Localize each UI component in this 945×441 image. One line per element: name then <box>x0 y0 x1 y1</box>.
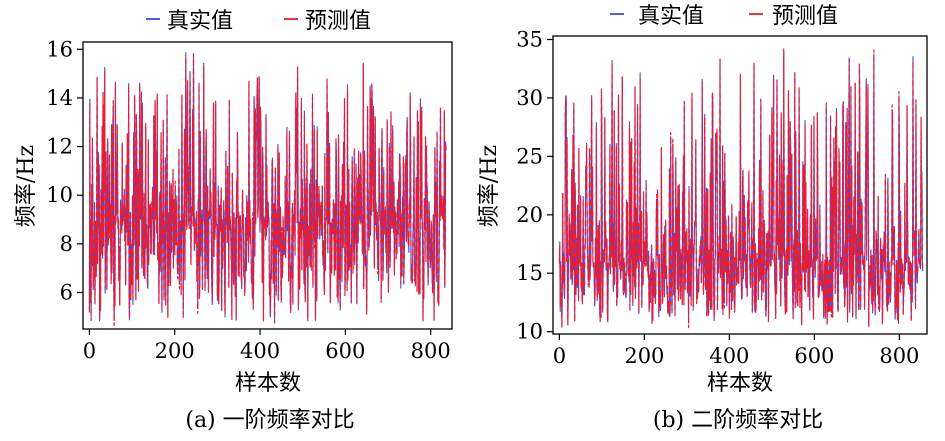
caption-b: (b) 二阶频率对比 <box>653 408 823 433</box>
y-tick-label-a: 10 <box>46 183 73 207</box>
x-tick-label-b: 600 <box>794 344 834 368</box>
plot-area-b <box>552 35 928 335</box>
x-tick-label-a: 800 <box>411 339 451 363</box>
legend-a-label-true: 真实值 <box>167 9 233 34</box>
series-line-pred-a <box>88 53 447 326</box>
x-tick-label-a: 600 <box>325 339 365 363</box>
plot-frame-a <box>82 41 453 330</box>
y-tick-label-b: 10 <box>516 320 543 344</box>
legend-b-label-pred: 预测值 <box>772 4 838 29</box>
plot-area-a <box>82 41 453 330</box>
y-axis-label-b: 频率/Hz <box>477 145 502 227</box>
y-tick-label-a: 12 <box>46 135 73 159</box>
legend-b: 真实值 预测值 <box>610 4 838 29</box>
x-tick-label-b: 0 <box>553 344 566 368</box>
x-ticks-b: 0 200 400 600 800 <box>553 334 919 368</box>
y-tick-label-b: 30 <box>516 86 543 110</box>
y-tick-label-b: 35 <box>516 28 543 52</box>
x-tick-label-b: 400 <box>709 344 749 368</box>
y-tick-label-a: 6 <box>60 281 73 305</box>
y-tick-label-b: 20 <box>516 203 543 227</box>
x-tick-label-b: 800 <box>879 344 919 368</box>
x-tick-label-b: 200 <box>624 344 664 368</box>
x-tick-label-a: 0 <box>83 339 96 363</box>
y-tick-label-a: 14 <box>46 86 73 110</box>
y-ticks-a: 6 8 10 12 14 16 <box>46 37 83 305</box>
y-tick-label-b: 15 <box>516 261 543 285</box>
y-axis-label-a: 频率/Hz <box>14 145 39 227</box>
panel-a: 真实值 预测值 6 8 10 12 14 16 0 200 400 600 800 频率/Hz 样… <box>14 9 453 433</box>
series-group-a <box>88 52 447 326</box>
x-ticks-a: 0 200 400 600 800 <box>83 329 451 363</box>
y-tick-label-a: 16 <box>46 37 73 61</box>
series-line-pred-b <box>558 48 924 329</box>
x-tick-label-a: 200 <box>155 339 195 363</box>
y-tick-label-b: 25 <box>516 144 543 168</box>
series-group-b <box>558 48 924 329</box>
plot-frame-b <box>552 35 928 335</box>
legend-b-label-true: 真实值 <box>638 4 704 29</box>
x-axis-label-a: 样本数 <box>235 371 301 396</box>
legend-a-label-pred: 预测值 <box>305 9 371 34</box>
x-axis-label-b: 样本数 <box>707 371 773 396</box>
caption-a: (a) 一阶频率对比 <box>185 408 354 433</box>
x-tick-label-a: 400 <box>240 339 280 363</box>
y-ticks-b: 10 15 20 25 30 35 <box>516 28 553 344</box>
legend-a: 真实值 预测值 <box>146 9 371 34</box>
panel-b: 真实值 预测值 10 15 20 25 30 35 0 200 400 600 800 频率/Hz… <box>477 4 928 433</box>
y-tick-label-a: 8 <box>60 232 73 256</box>
